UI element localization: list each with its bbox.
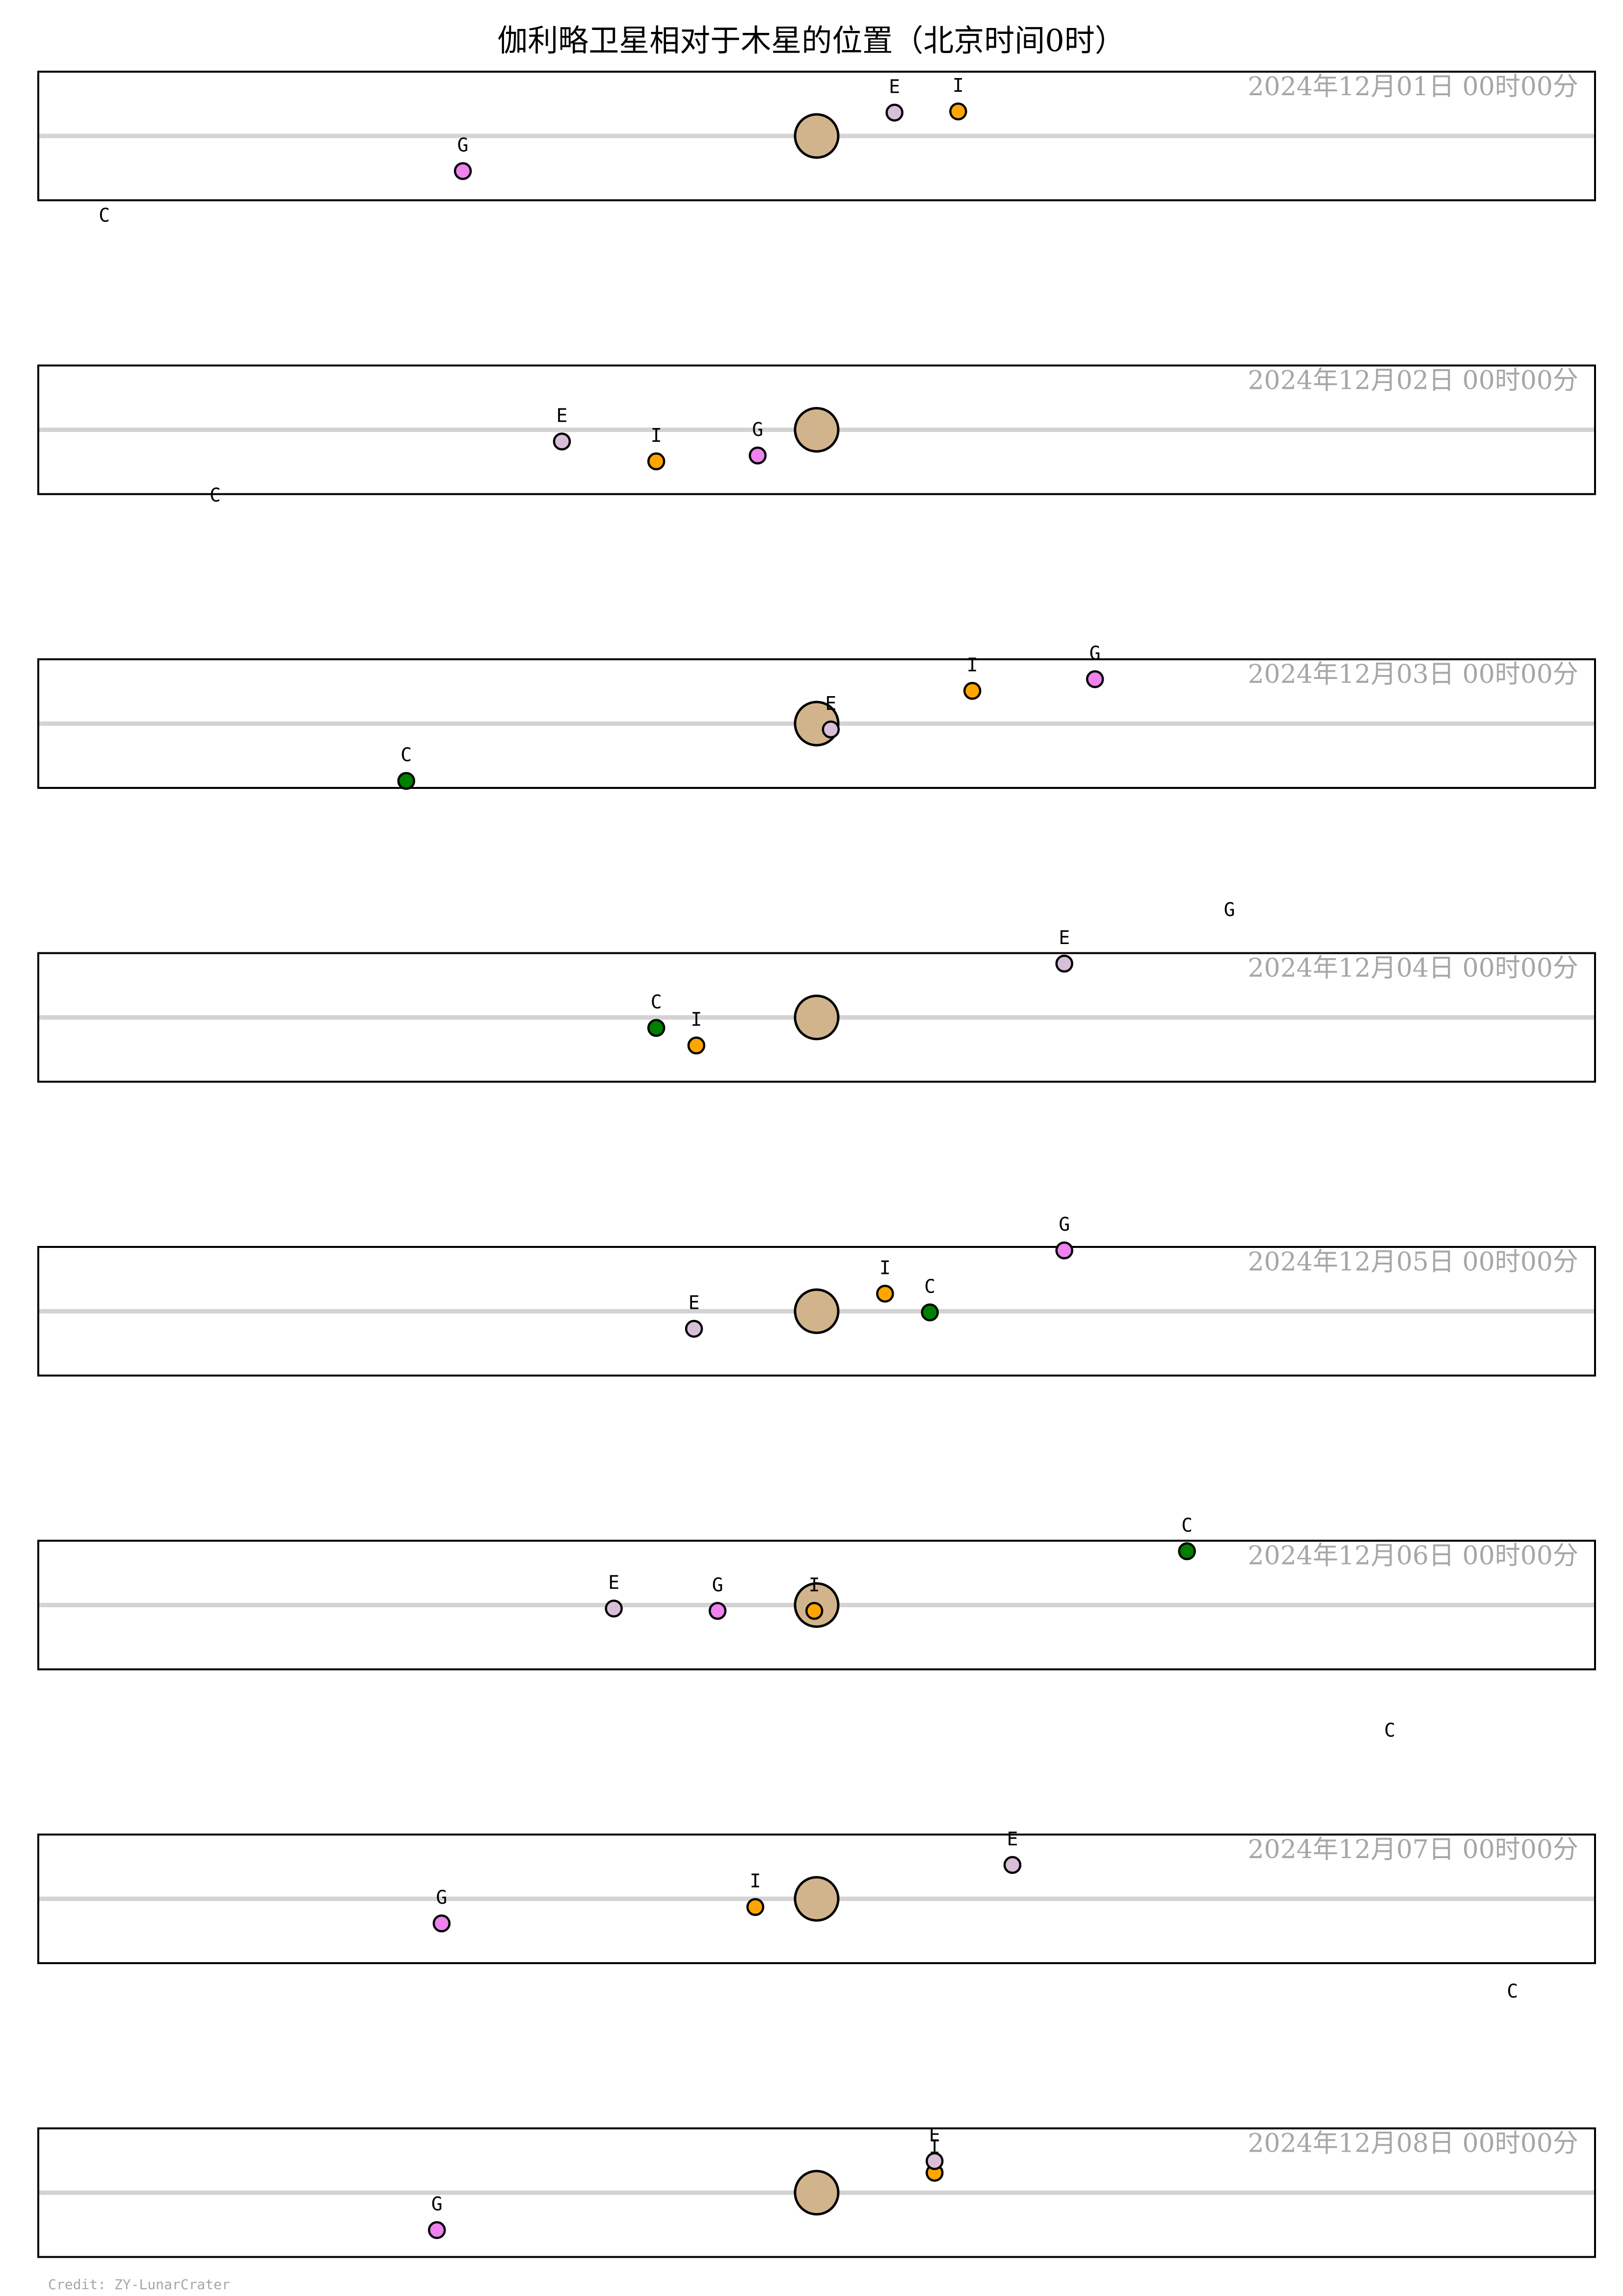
moon-label-E: E: [1059, 927, 1070, 948]
moon-marker-E: [822, 720, 840, 739]
panel-frame: [37, 364, 1596, 495]
moon-marker-G: [427, 2221, 446, 2239]
panel-date-label: 2024年12月04日 00时00分: [1248, 954, 1578, 983]
moon-label-E: E: [929, 2124, 940, 2146]
moon-label-C: C: [210, 484, 221, 506]
moon-label-C: C: [400, 744, 412, 766]
panel-day-4: 2024年12月04日 00时00分 I E G C: [37, 899, 1596, 1083]
moon-label-C: C: [1384, 1719, 1395, 1741]
moon-marker-E: [605, 1599, 623, 1618]
moon-marker-C: [1178, 1542, 1196, 1561]
panel-day-2: 2024年12月02日 00时00分 I E G C: [37, 364, 1596, 506]
panel-day-1: 2024年12月01日 00时00分 I E G C: [37, 71, 1596, 226]
moon-marker-C: [647, 1019, 665, 1037]
moon-label-G: G: [431, 2193, 443, 2215]
moon-label-E: E: [689, 1292, 700, 1314]
panel-date-label: 2024年12月02日 00时00分: [1248, 366, 1578, 396]
moon-label-I: I: [929, 2136, 940, 2158]
moon-marker-C: [921, 1303, 939, 1322]
moon-label-I: I: [953, 75, 964, 96]
moon-label-E: E: [825, 693, 836, 714]
panel-day-6: 2024年12月06日 00时00分 I E G C: [37, 1514, 1596, 1671]
panel-frame: [37, 1246, 1596, 1377]
moon-marker-G: [708, 1602, 727, 1620]
panel-date-label: 2024年12月03日 00时00分: [1248, 660, 1578, 689]
moon-marker-E: [926, 2152, 944, 2170]
moon-label-G: G: [457, 134, 469, 156]
moon-marker-I: [949, 102, 967, 121]
jupiter-marker: [794, 407, 840, 453]
moon-marker-G: [1086, 670, 1104, 688]
panel-date-label: 2024年12月07日 00时00分: [1248, 1835, 1578, 1864]
moon-label-E: E: [889, 76, 900, 97]
chart-title: 伽利略卫星相对于木星的位置（北京时间0时）: [497, 23, 1125, 58]
moon-label-G: G: [1090, 642, 1101, 664]
moon-marker-G: [1055, 1241, 1073, 1260]
panel-day-3: 2024年12月03日 00时00分 I E G C: [37, 642, 1596, 790]
moon-label-I: I: [750, 1870, 761, 1892]
panel-date-label: 2024年12月01日 00时00分: [1248, 72, 1578, 102]
panel-day-7: 2024年12月07日 00时00分 I E G C: [37, 1719, 1596, 1964]
moon-label-I: I: [967, 654, 978, 675]
panel-frame: [37, 1540, 1596, 1671]
moon-marker-I: [687, 1036, 706, 1054]
jupiter-marker: [794, 2170, 840, 2215]
jupiter-marker: [794, 995, 840, 1040]
panel-day-5: 2024年12月05日 00时00分 I E G C: [37, 1214, 1596, 1377]
panel-day-8: 2024年12月08日 00时00分 IE G C: [37, 1980, 1596, 2258]
panel-frame: [37, 71, 1596, 201]
moon-label-G: G: [1059, 1214, 1070, 1235]
moon-marker-I: [746, 1898, 765, 1916]
moon-label-I: I: [651, 425, 662, 446]
moon-marker-I: [963, 682, 982, 700]
moon-label-I: I: [691, 1009, 702, 1030]
panel-date-label: 2024年12月06日 00时00分: [1248, 1541, 1578, 1571]
moon-marker-C: [397, 772, 415, 790]
moon-label-I: I: [809, 1574, 820, 1595]
panel-date-label: 2024年12月08日 00时00分: [1248, 2129, 1578, 2159]
moon-label-I: I: [879, 1257, 891, 1278]
credit-text: Credit: ZY-LunarCrater: [48, 2276, 230, 2293]
panel-frame: [37, 658, 1596, 789]
moon-marker-E: [1003, 1856, 1022, 1874]
moon-label-C: C: [99, 204, 110, 226]
moon-marker-I: [876, 1285, 894, 1303]
moon-label-E: E: [1007, 1828, 1018, 1850]
moon-marker-I: [805, 1602, 824, 1620]
moon-label-G: G: [752, 419, 763, 440]
moon-label-G: G: [712, 1574, 723, 1595]
moon-label-C: C: [1507, 1980, 1518, 2002]
panel-date-label: 2024年12月05日 00时00分: [1248, 1247, 1578, 1277]
moon-marker-E: [885, 104, 904, 122]
moon-marker-G: [748, 446, 767, 465]
jupiter-marker: [794, 1288, 840, 1334]
moon-label-G: G: [1224, 899, 1235, 920]
panel-frame: [37, 1834, 1596, 1964]
moon-marker-I: [647, 452, 665, 471]
jupiter-marker: [794, 113, 840, 159]
moon-marker-E: [553, 432, 571, 451]
moon-marker-G: [453, 162, 472, 180]
moon-label-E: E: [557, 405, 568, 426]
moon-label-C: C: [924, 1275, 935, 1297]
moon-label-C: C: [1181, 1514, 1193, 1536]
moon-marker-G: [432, 1914, 451, 1933]
moon-label-E: E: [608, 1572, 619, 1594]
moon-marker-E: [1055, 954, 1073, 973]
panel-frame: [37, 2127, 1596, 2258]
jupiter-marker: [794, 1876, 840, 1922]
moon-label-C: C: [651, 991, 662, 1013]
moon-label-G: G: [436, 1887, 447, 1908]
panel-frame: [37, 952, 1596, 1083]
moon-marker-E: [685, 1320, 703, 1338]
